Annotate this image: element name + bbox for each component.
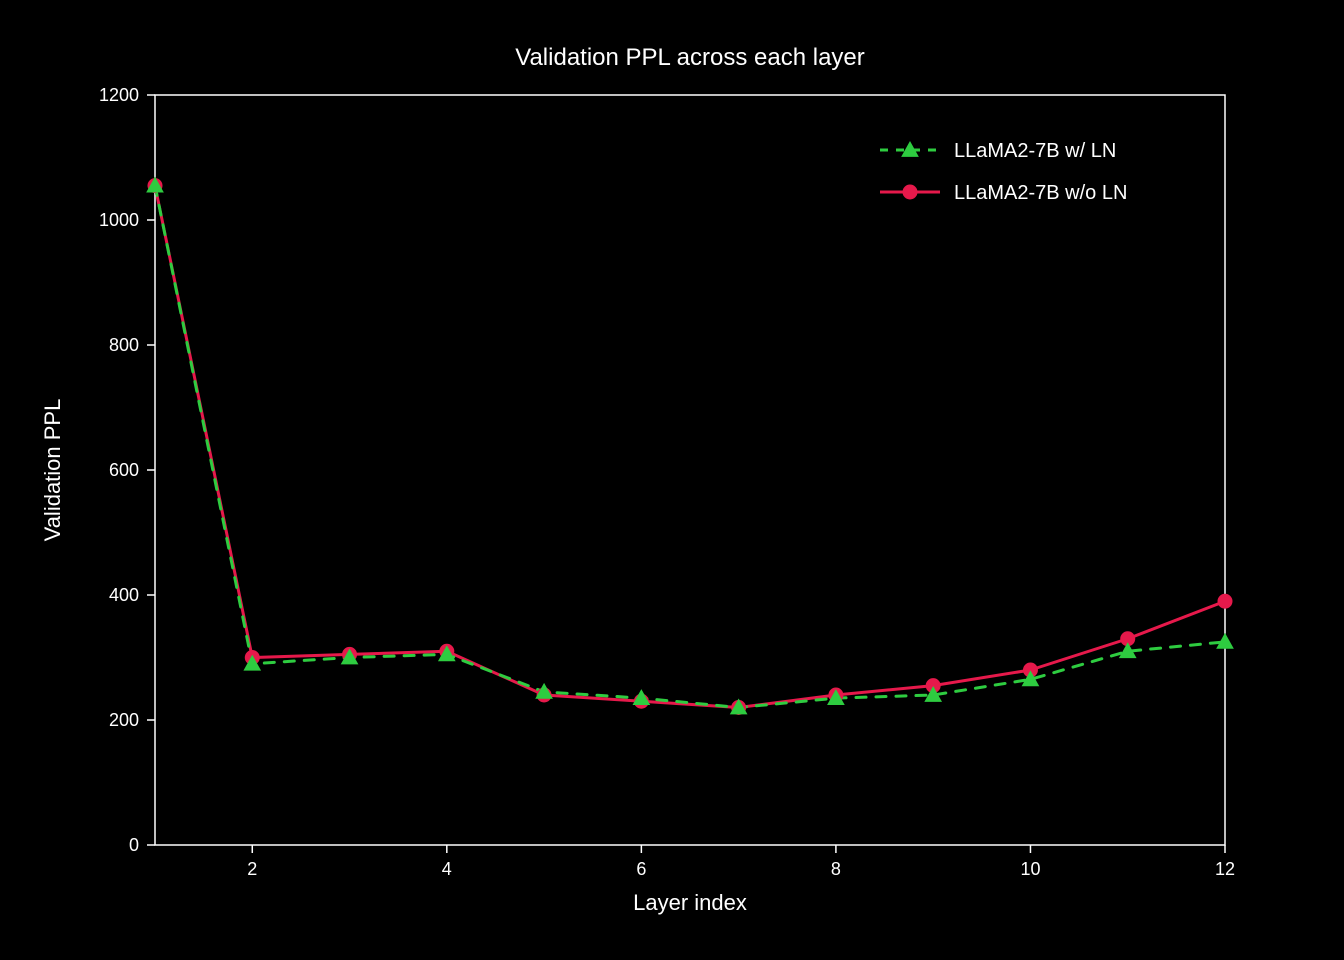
y-tick-label: 0 [129, 835, 139, 855]
x-tick-label: 10 [1020, 859, 1040, 879]
y-tick-label: 200 [109, 710, 139, 730]
x-axis-label: Layer index [633, 890, 747, 915]
chart-title: Validation PPL across each layer [515, 44, 865, 71]
x-tick-label: 8 [831, 859, 841, 879]
y-tick-label: 600 [109, 460, 139, 480]
y-axis-label: Validation PPL [40, 399, 65, 542]
x-tick-label: 12 [1215, 859, 1235, 879]
y-tick-label: 400 [109, 585, 139, 605]
marker-circle [1218, 594, 1232, 608]
y-tick-label: 1000 [99, 210, 139, 230]
marker-circle [903, 185, 917, 199]
chart-background [0, 0, 1344, 960]
x-tick-label: 6 [636, 859, 646, 879]
validation-ppl-chart: 2 4 6 8 10 12 0 200 400 600 800 1000 1200 Validation … [0, 0, 1344, 960]
legend-label: LLaMA2-7B w/o LN [954, 182, 1127, 204]
x-tick-label: 2 [247, 859, 257, 879]
legend-label: LLaMA2-7B w/ LN [954, 140, 1116, 162]
y-tick-label: 800 [109, 335, 139, 355]
x-tick-label: 4 [442, 859, 452, 879]
y-tick-label: 1200 [99, 85, 139, 105]
